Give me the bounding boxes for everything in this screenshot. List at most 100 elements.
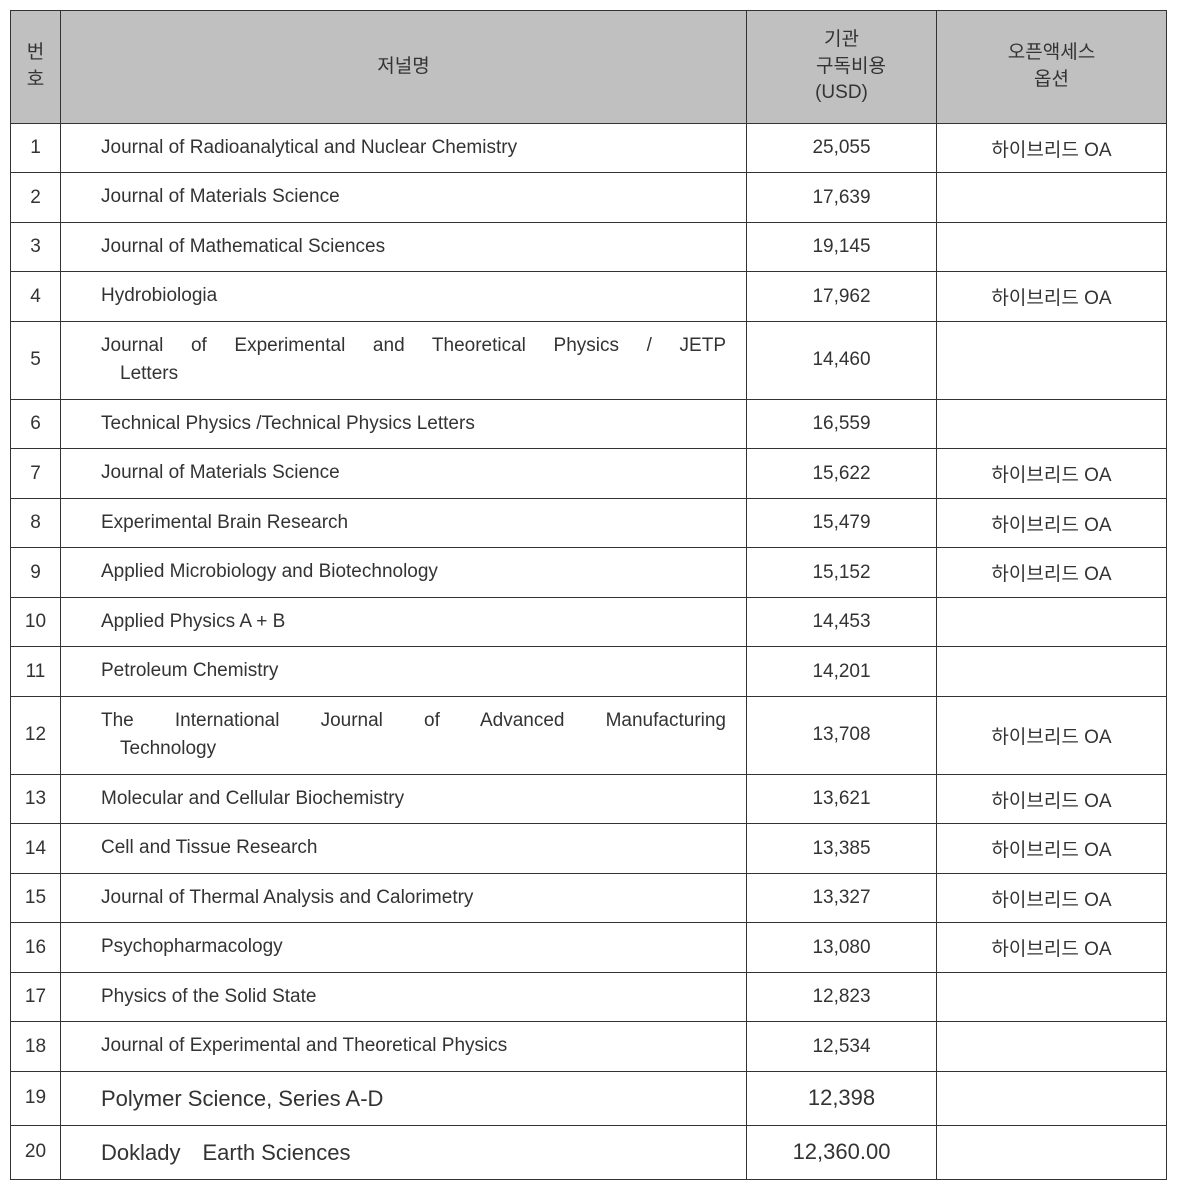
cell-open-access: [937, 1022, 1167, 1072]
cell-cost: 16,559: [747, 399, 937, 449]
cell-cost: 15,622: [747, 449, 937, 499]
table-row: 17Physics of the Solid State12,823: [11, 972, 1167, 1022]
cell-cost: 19,145: [747, 222, 937, 272]
cell-journal-name: Applied Physics A + B: [61, 597, 747, 647]
cell-journal-name: Experimental Brain Research: [61, 498, 747, 548]
cell-journal-name: Cell and Tissue Research: [61, 824, 747, 874]
cell-num: 18: [11, 1022, 61, 1072]
cell-num: 10: [11, 597, 61, 647]
cell-journal-name: Molecular and Cellular Biochemistry: [61, 774, 747, 824]
cell-cost: 13,327: [747, 873, 937, 923]
cell-open-access: 하이브리드 OA: [937, 824, 1167, 874]
cell-cost: 12,360.00: [747, 1125, 937, 1179]
cell-open-access: 하이브리드 OA: [937, 548, 1167, 598]
cell-journal-name: Technical Physics /Technical Physics Let…: [61, 399, 747, 449]
cell-num: 19: [11, 1071, 61, 1125]
cell-num: 12: [11, 696, 61, 774]
cell-journal-name: The International Journal of Advanced Ma…: [61, 696, 747, 774]
table-row: 12The International Journal of Advanced …: [11, 696, 1167, 774]
cell-num: 2: [11, 173, 61, 223]
table-row: 14Cell and Tissue Research13,385하이브리드 OA: [11, 824, 1167, 874]
cell-open-access: [937, 173, 1167, 223]
table-row: 16Psychopharmacology13,080하이브리드 OA: [11, 923, 1167, 973]
cell-num: 1: [11, 123, 61, 173]
table-row: 8Experimental Brain Research15,479하이브리드 …: [11, 498, 1167, 548]
cell-open-access: 하이브리드 OA: [937, 123, 1167, 173]
table-row: 2Journal of Materials Science17,639: [11, 173, 1167, 223]
table-row: 11Petroleum Chemistry14,201: [11, 647, 1167, 697]
cell-cost: 12,534: [747, 1022, 937, 1072]
header-oa: 오픈액세스옵션: [937, 11, 1167, 124]
cell-cost: 13,708: [747, 696, 937, 774]
cell-num: 15: [11, 873, 61, 923]
journal-table: 번호 저널명 기관 구독비용(USD) 오픈액세스옵션 1Journal of …: [10, 10, 1167, 1180]
cell-open-access: [937, 222, 1167, 272]
cell-journal-name: Doklady Earth Sciences: [61, 1125, 747, 1179]
cell-num: 11: [11, 647, 61, 697]
cell-journal-name: Applied Microbiology and Biotechnology: [61, 548, 747, 598]
cell-num: 4: [11, 272, 61, 322]
cell-journal-name: Petroleum Chemistry: [61, 647, 747, 697]
cell-open-access: [937, 399, 1167, 449]
cell-journal-name: Journal of Materials Science: [61, 449, 747, 499]
table-row: 18Journal of Experimental and Theoretica…: [11, 1022, 1167, 1072]
cell-open-access: 하이브리드 OA: [937, 774, 1167, 824]
cell-cost: 13,385: [747, 824, 937, 874]
cell-journal-name: Journal of Thermal Analysis and Calorime…: [61, 873, 747, 923]
cell-num: 20: [11, 1125, 61, 1179]
cell-open-access: [937, 647, 1167, 697]
table-body: 1Journal of Radioanalytical and Nuclear …: [11, 123, 1167, 1179]
table-row: 4Hydrobiologia17,962하이브리드 OA: [11, 272, 1167, 322]
cell-journal-name: Journal of Mathematical Sciences: [61, 222, 747, 272]
cell-cost: 15,479: [747, 498, 937, 548]
header-num-text: 번호: [27, 42, 44, 90]
cell-cost: 12,823: [747, 972, 937, 1022]
table-row: 9Applied Microbiology and Biotechnology1…: [11, 548, 1167, 598]
cell-num: 5: [11, 321, 61, 399]
cell-open-access: 하이브리드 OA: [937, 498, 1167, 548]
cell-cost: 25,055: [747, 123, 937, 173]
cell-cost: 13,621: [747, 774, 937, 824]
table-row: 7Journal of Materials Science15,622하이브리드…: [11, 449, 1167, 499]
cell-open-access: 하이브리드 OA: [937, 449, 1167, 499]
cell-open-access: 하이브리드 OA: [937, 696, 1167, 774]
cell-journal-name: Journal of Experimental and Theoretical …: [61, 1022, 747, 1072]
cell-num: 3: [11, 222, 61, 272]
cell-open-access: 하이브리드 OA: [937, 873, 1167, 923]
table-row: 1Journal of Radioanalytical and Nuclear …: [11, 123, 1167, 173]
header-num: 번호: [11, 11, 61, 124]
table-row: 19Polymer Science, Series A-D12,398: [11, 1071, 1167, 1125]
cell-cost: 14,201: [747, 647, 937, 697]
cell-cost: 12,398: [747, 1071, 937, 1125]
table-row: 6Technical Physics /Technical Physics Le…: [11, 399, 1167, 449]
table-row: 10Applied Physics A + B14,453: [11, 597, 1167, 647]
table-row: 20Doklady Earth Sciences12,360.00: [11, 1125, 1167, 1179]
cell-cost: 14,453: [747, 597, 937, 647]
cell-num: 6: [11, 399, 61, 449]
cell-num: 14: [11, 824, 61, 874]
cell-journal-name: Psychopharmacology: [61, 923, 747, 973]
cell-journal-name: Journal of Radioanalytical and Nuclear C…: [61, 123, 747, 173]
header-name: 저널명: [61, 11, 747, 124]
table-row: 15Journal of Thermal Analysis and Calori…: [11, 873, 1167, 923]
cell-open-access: 하이브리드 OA: [937, 923, 1167, 973]
cell-cost: 17,962: [747, 272, 937, 322]
cell-open-access: [937, 597, 1167, 647]
cell-cost: 15,152: [747, 548, 937, 598]
table-row: 5Journal of Experimental and Theoretical…: [11, 321, 1167, 399]
cell-num: 7: [11, 449, 61, 499]
cell-open-access: 하이브리드 OA: [937, 272, 1167, 322]
cell-cost: 14,460: [747, 321, 937, 399]
table-row: 13Molecular and Cellular Biochemistry13,…: [11, 774, 1167, 824]
cell-num: 16: [11, 923, 61, 973]
cell-num: 17: [11, 972, 61, 1022]
cell-journal-name: Physics of the Solid State: [61, 972, 747, 1022]
cell-cost: 13,080: [747, 923, 937, 973]
cell-open-access: [937, 972, 1167, 1022]
cell-cost: 17,639: [747, 173, 937, 223]
cell-num: 13: [11, 774, 61, 824]
cell-journal-name: Journal of Experimental and Theoretical …: [61, 321, 747, 399]
cell-num: 9: [11, 548, 61, 598]
cell-journal-name: Journal of Materials Science: [61, 173, 747, 223]
header-cost: 기관 구독비용(USD): [747, 11, 937, 124]
